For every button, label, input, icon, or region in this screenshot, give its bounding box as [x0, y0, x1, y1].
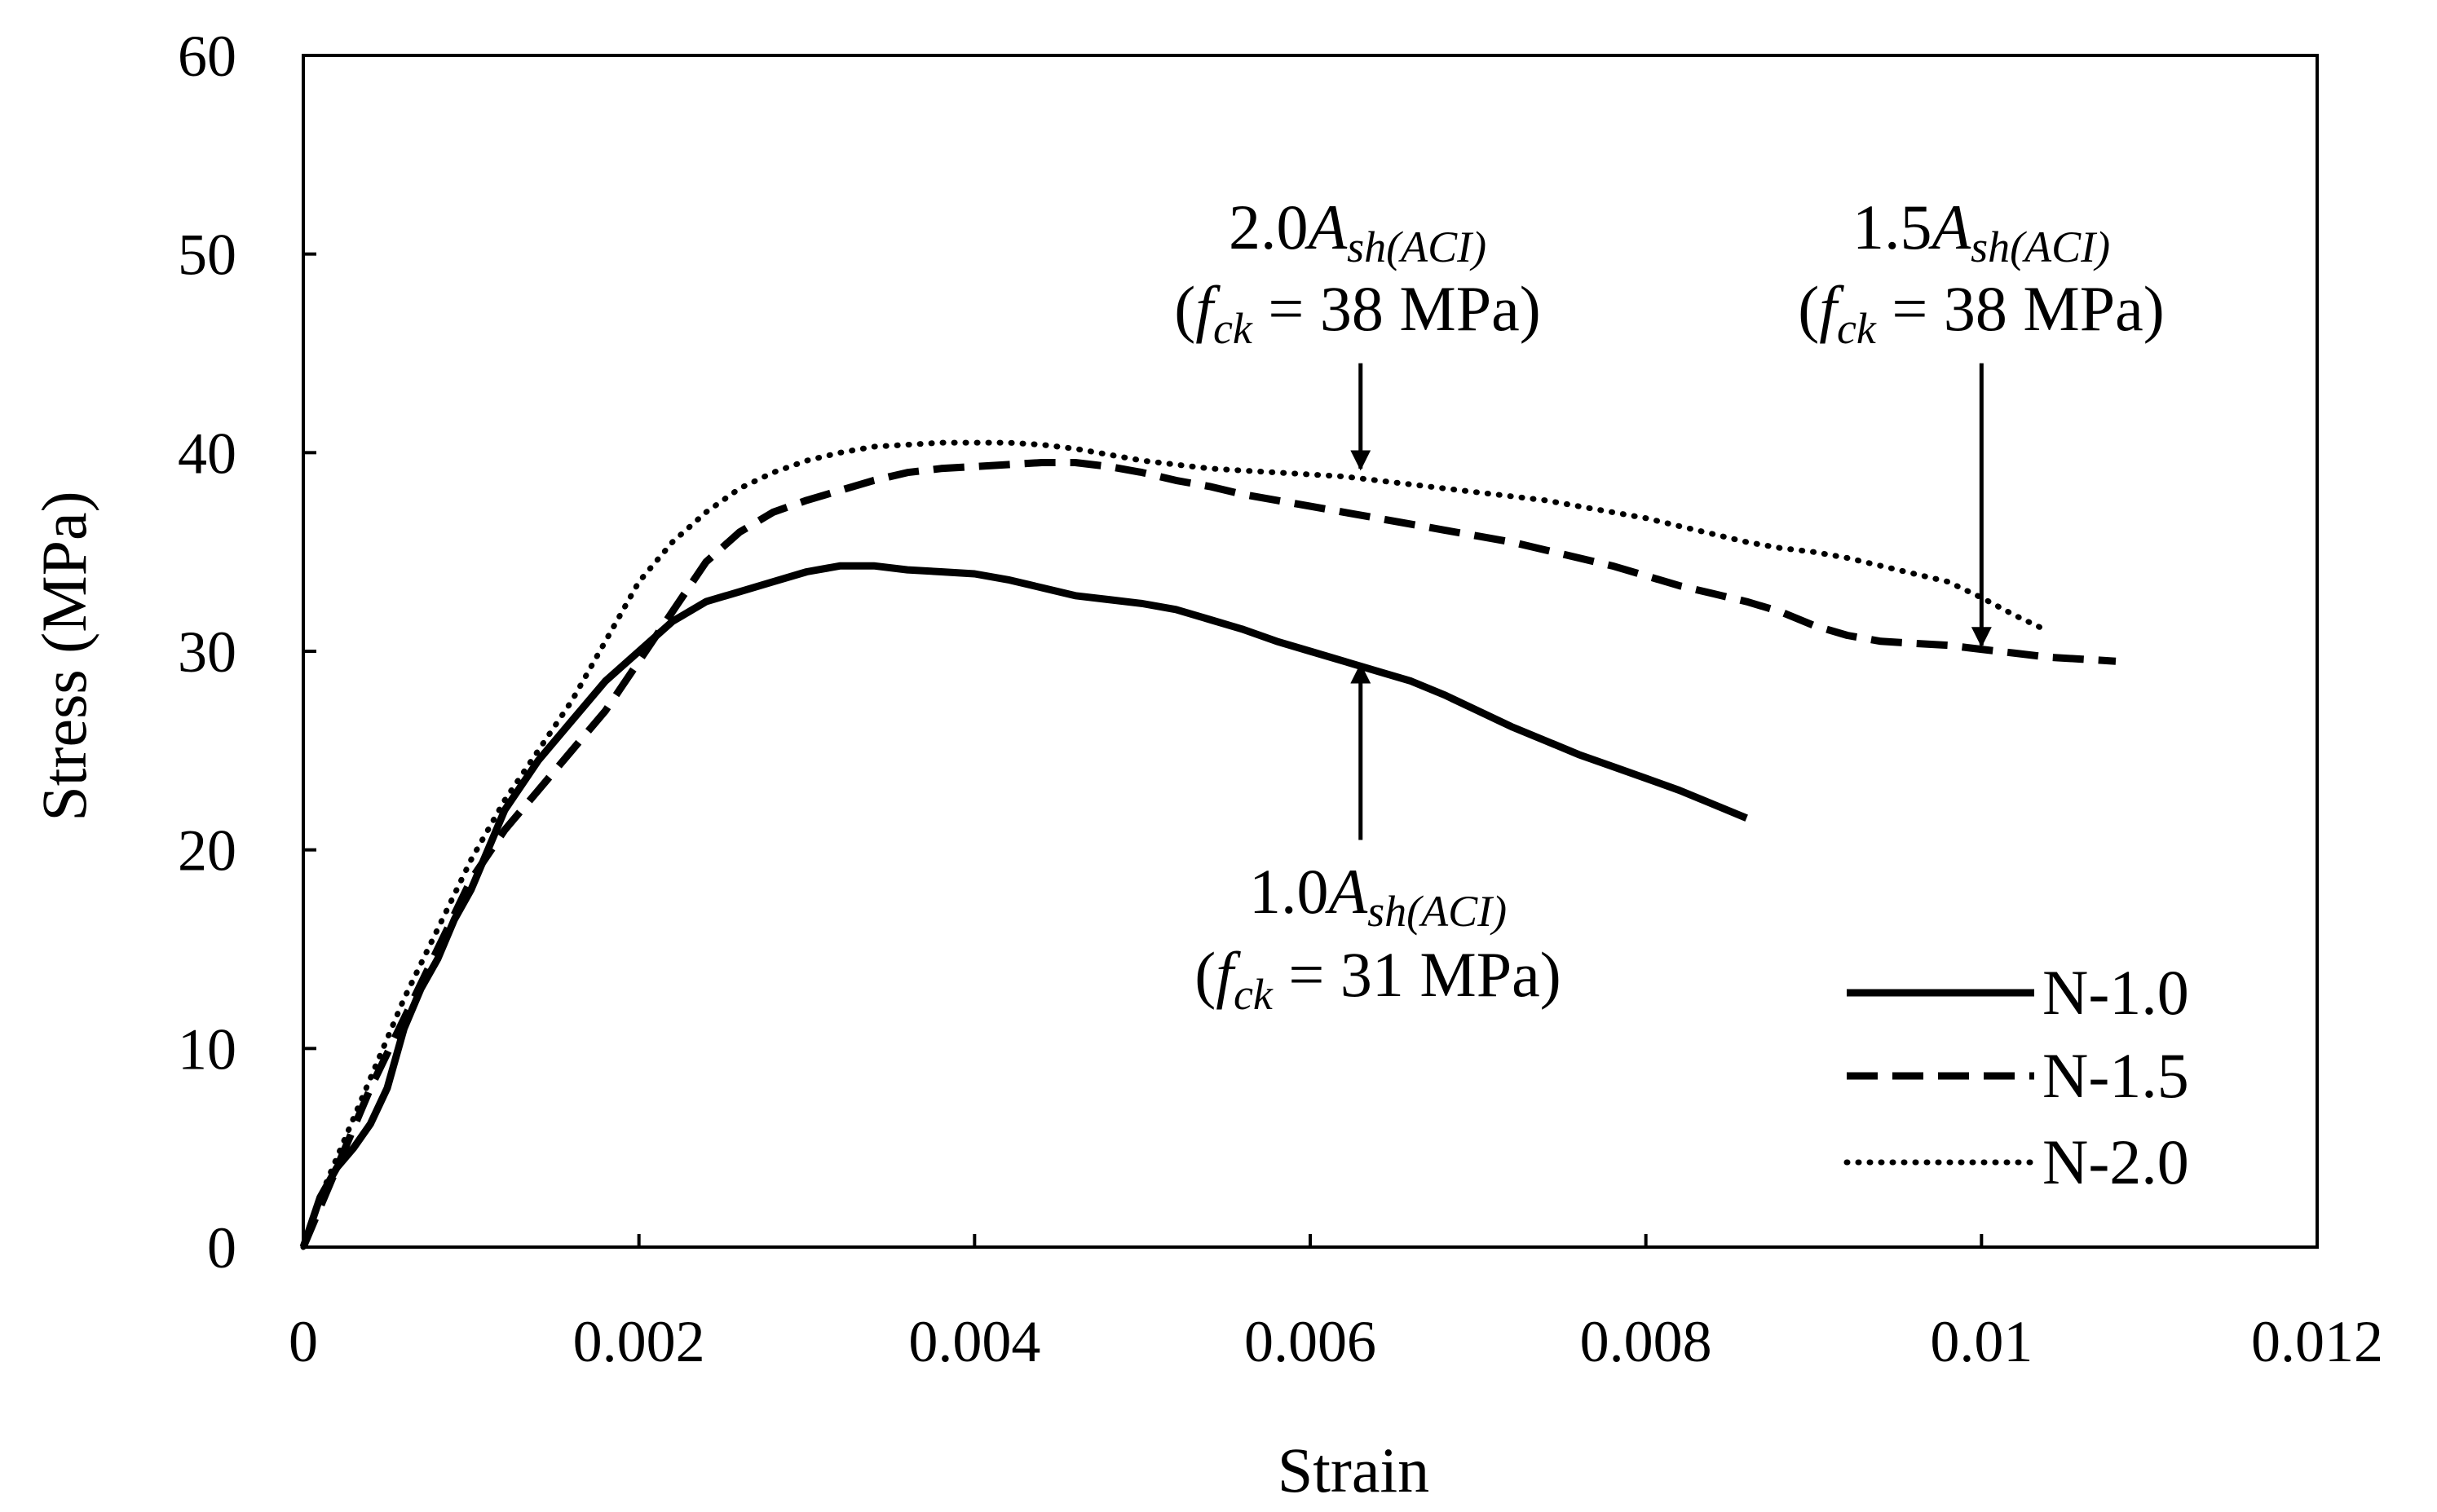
x-tick-label: 0.008: [1580, 1309, 1712, 1374]
annotation-layer: [1350, 363, 1992, 840]
legend-label-n-1-5: N-1.5: [2042, 1040, 2189, 1111]
legend: N-1.0 N-1.5 N-2.0: [1843, 957, 2189, 1197]
annotation-2-0-ash-line1: 2.0Ash(ACI): [1229, 192, 1486, 271]
y-axis-label: Stress (MPa): [29, 491, 99, 821]
annotation-1-5-ash-line2: (fck = 38 MPa): [1798, 273, 2164, 353]
y-tick-label: 50: [178, 223, 236, 288]
series-line-n-1-0: [299, 562, 1748, 1249]
x-tick-label: 0.006: [1244, 1309, 1376, 1374]
series-line-n-2-0: [300, 439, 2052, 1250]
y-tick-label: 20: [178, 818, 236, 884]
series-line-n-1-5: [299, 459, 2117, 1249]
legend-label-n-1-0: N-1.0: [2042, 957, 2189, 1028]
y-tick-label: 40: [178, 421, 236, 486]
x-tick-label: 0.004: [908, 1309, 1040, 1374]
y-tick-label: 10: [178, 1016, 236, 1082]
annotation-1-0-ash-line1: 1.0Ash(ACI): [1249, 856, 1507, 936]
x-tick-label: 0.01: [1930, 1309, 2033, 1374]
x-tick-label: 0.012: [2251, 1309, 2383, 1374]
annotation-1-5-ash: 1.5Ash(ACI) (fck = 38 MPa): [1798, 192, 2164, 353]
x-axis-ticks: 0 0.002 0.004 0.006 0.008 0.01 0.012: [289, 1234, 2383, 1374]
annotation-1-0-ash-line2: (fck = 31 MPa): [1194, 939, 1561, 1019]
x-tick-label: 0.002: [573, 1309, 705, 1374]
x-tick-label: 0: [289, 1309, 318, 1374]
annotation-2-0-ash: 2.0Ash(ACI) (fck = 38 MPa): [1174, 192, 1540, 353]
x-axis-label: Strain: [1278, 1435, 1429, 1505]
annotation-1-5-ash-line1: 1.5Ash(ACI): [1852, 192, 2110, 271]
legend-label-n-2-0: N-2.0: [2042, 1126, 2189, 1197]
y-tick-label: 30: [178, 619, 236, 685]
series-layer: [299, 439, 2117, 1250]
annotation-2-0-ash-line2: (fck = 38 MPa): [1174, 273, 1540, 353]
y-tick-label: 60: [178, 24, 236, 89]
y-axis-ticks: 0 10 20 30 40 50 60: [178, 24, 316, 1281]
annotation-1-0-ash: 1.0Ash(ACI) (fck = 31 MPa): [1194, 856, 1561, 1019]
y-tick-label: 0: [207, 1215, 236, 1281]
